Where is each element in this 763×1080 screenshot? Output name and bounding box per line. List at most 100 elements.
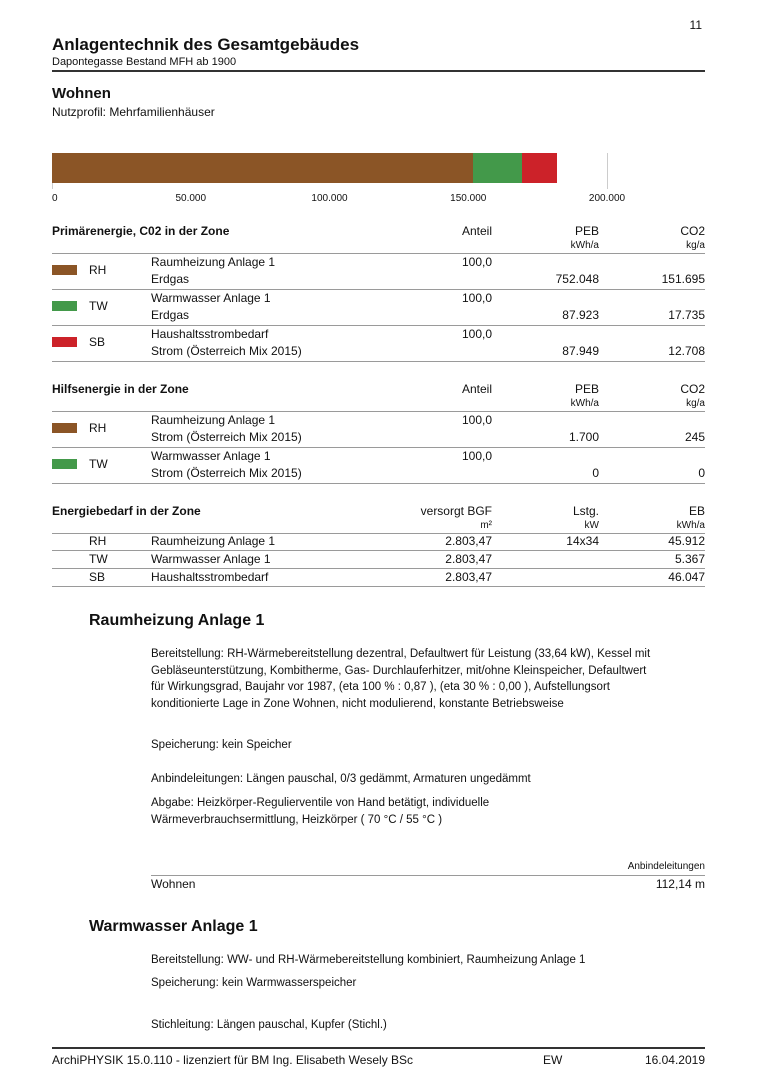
system-name: Warmwasser Anlage 1 bbox=[151, 291, 271, 305]
demand-col-unit: kW bbox=[584, 520, 599, 531]
eb-value: 46.047 bbox=[668, 570, 705, 584]
demand-header-rule bbox=[52, 533, 705, 534]
primary-col-unit: kWh/a bbox=[570, 240, 599, 251]
co2-value: 0 bbox=[698, 466, 705, 480]
bgf-value: 2.803,47 bbox=[445, 570, 492, 584]
aux-col-unit: kg/a bbox=[686, 398, 705, 409]
row-rule bbox=[52, 447, 705, 448]
color-swatch-rh bbox=[52, 423, 77, 433]
rh-anbindeleitungen: Anbindeleitungen: Längen pauschal, 0/3 g… bbox=[151, 773, 531, 785]
header-rule bbox=[52, 70, 705, 72]
demand-col-header: versorgt BGF bbox=[420, 504, 492, 518]
system-code: TW bbox=[89, 457, 108, 471]
peb-value: 87.949 bbox=[562, 344, 599, 358]
demand-col-unit: kWh/a bbox=[676, 520, 705, 531]
zone-title: Wohnen bbox=[52, 85, 111, 102]
share-value: 100,0 bbox=[461, 413, 492, 427]
aux-col-header: Anteil bbox=[461, 382, 492, 396]
energy-carrier: Strom (Österreich Mix 2015) bbox=[151, 466, 302, 480]
color-swatch-sb bbox=[52, 337, 77, 347]
system-code: TW bbox=[89, 552, 108, 566]
primary-col-header: PEB bbox=[574, 224, 599, 238]
eb-value: 5.367 bbox=[674, 552, 705, 566]
page-subtitle: Dapontegasse Bestand MFH ab 1900 bbox=[52, 56, 237, 68]
zone-profile: Nutzprofil: Mehrfamilienhäuser bbox=[52, 105, 215, 119]
color-swatch-rh bbox=[52, 265, 77, 275]
demand-col-header: EB bbox=[688, 504, 705, 518]
share-value: 100,0 bbox=[461, 327, 492, 341]
system-code: SB bbox=[89, 335, 106, 349]
peb-value: 1.700 bbox=[568, 430, 599, 444]
pipe-value: 112,14 m bbox=[655, 877, 705, 891]
eb-value: 45.912 bbox=[668, 534, 705, 548]
demand-table-title: Energiebedarf in der Zone bbox=[52, 504, 201, 518]
bar-segment-rh bbox=[52, 153, 473, 183]
energy-carrier: Erdgas bbox=[151, 272, 190, 286]
peb-value: 0 bbox=[592, 466, 599, 480]
rh-section-title: Raumheizung Anlage 1 bbox=[89, 612, 265, 629]
primary-table-title: Primärenergie, C02 in der Zone bbox=[52, 224, 230, 238]
system-code: SB bbox=[89, 570, 106, 584]
aux-col-header: PEB bbox=[574, 382, 599, 396]
rh-bereitstellung: Bereitstellung: RH-Wärmebereitstellung d… bbox=[151, 648, 651, 710]
system-code: RH bbox=[89, 263, 107, 277]
tick-label: 200.000 bbox=[588, 193, 626, 204]
demand-col-header: Lstg. bbox=[572, 504, 599, 518]
demand-col-unit: m² bbox=[480, 520, 492, 531]
energy-carrier: Erdgas bbox=[151, 308, 190, 322]
pipe-header: Anbindeleitungen bbox=[627, 861, 705, 872]
tick-label: 100.000 bbox=[311, 193, 348, 204]
ww-stichleitung: Stichleitung: Längen pauschal, Kupfer (S… bbox=[151, 1019, 387, 1031]
aux-header-rule bbox=[52, 411, 705, 412]
energy-carrier: Strom (Österreich Mix 2015) bbox=[151, 430, 302, 444]
aux-col-unit: kWh/a bbox=[570, 398, 599, 409]
co2-value: 151.695 bbox=[661, 272, 705, 286]
system-name: Haushaltsstrombedarf bbox=[151, 327, 269, 341]
row-rule bbox=[52, 550, 705, 551]
ww-speicherung: Speicherung: kein Warmwasserspeicher bbox=[151, 977, 357, 989]
primary-col-unit: kg/a bbox=[686, 240, 705, 251]
rh-speicherung: Speicherung: kein Speicher bbox=[151, 739, 292, 751]
rh-abgabe: Abgabe: Heizkörper-Regulierventile von H… bbox=[151, 797, 490, 826]
tick-label: 0 bbox=[52, 193, 58, 204]
footer-rule bbox=[52, 1047, 705, 1049]
pipe-zone: Wohnen bbox=[151, 877, 196, 891]
footer-initials: EW bbox=[543, 1053, 563, 1067]
row-rule bbox=[52, 586, 705, 587]
tick-label: 150.000 bbox=[450, 193, 487, 204]
ww-section-title: Warmwasser Anlage 1 bbox=[89, 918, 258, 935]
pipe-rule bbox=[151, 875, 705, 876]
bgf-value: 2.803,47 bbox=[445, 552, 492, 566]
system-name: Haushaltsstrombedarf bbox=[151, 570, 269, 584]
system-name: Warmwasser Anlage 1 bbox=[151, 552, 271, 566]
primary-col-header: CO2 bbox=[680, 224, 705, 238]
page-title: Anlagentechnik des Gesamtgebäudes bbox=[52, 35, 360, 54]
system-code: TW bbox=[89, 299, 108, 313]
share-value: 100,0 bbox=[461, 449, 492, 463]
system-code: RH bbox=[89, 534, 107, 548]
co2-value: 12.708 bbox=[668, 344, 705, 358]
footer-date: 16.04.2019 bbox=[644, 1053, 705, 1067]
row-rule bbox=[52, 325, 705, 326]
system-name: Raumheizung Anlage 1 bbox=[151, 413, 276, 427]
gridline bbox=[607, 153, 608, 189]
page-number: 11 bbox=[689, 18, 702, 32]
bar-segment-sb bbox=[522, 153, 558, 183]
co2-value: 17.735 bbox=[668, 308, 705, 322]
load-value: 14x34 bbox=[566, 534, 599, 548]
co2-value: 245 bbox=[684, 430, 705, 444]
peb-value: 752.048 bbox=[555, 272, 599, 286]
row-rule bbox=[52, 568, 705, 569]
row-rule bbox=[52, 289, 705, 290]
share-value: 100,0 bbox=[461, 291, 492, 305]
primary-col-header: Anteil bbox=[461, 224, 492, 238]
aux-col-header: CO2 bbox=[680, 382, 705, 396]
bar-segment-tw bbox=[472, 153, 523, 183]
row-rule bbox=[52, 483, 705, 484]
system-name: Warmwasser Anlage 1 bbox=[151, 449, 271, 463]
energy-carrier: Strom (Österreich Mix 2015) bbox=[151, 344, 302, 358]
tick-label: 50.000 bbox=[175, 193, 207, 204]
footer-software: ArchiPHYSIK 15.0.110 - lizenziert für BM… bbox=[52, 1053, 414, 1067]
peb-value: 87.923 bbox=[562, 308, 599, 322]
primary-header-rule bbox=[52, 253, 705, 254]
